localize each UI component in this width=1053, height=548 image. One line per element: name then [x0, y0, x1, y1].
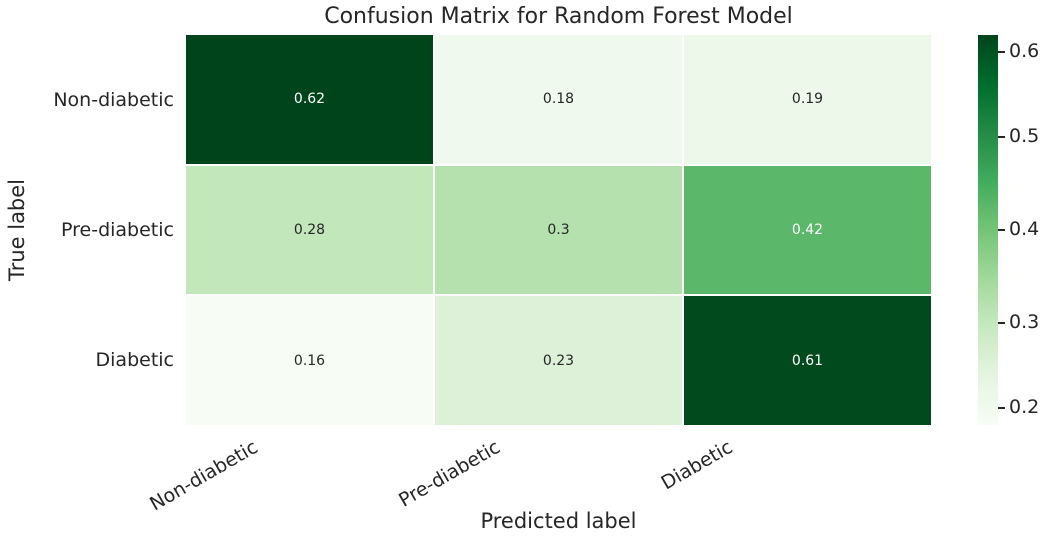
xtick-label-pre-diabetic: Pre-diabetic: [395, 436, 504, 512]
ytick-label-pre-diabetic: Pre-diabetic: [61, 219, 174, 241]
colorbar-tick-label: 0.5: [1009, 125, 1040, 147]
heatmap-cell-r1c1: 0.3: [435, 165, 682, 295]
ytick-label-diabetic: Diabetic: [95, 349, 174, 371]
colorbar-tick-mark: [998, 407, 1005, 409]
ytick-label-non-diabetic: Non-diabetic: [53, 89, 174, 111]
colorbar-tick-label: 0.4: [1009, 218, 1040, 240]
heatmap-cell-r0c0: 0.62: [186, 35, 433, 164]
colorbar-tick-mark: [998, 51, 1005, 53]
heatmap-cell-r1c2: 0.42: [684, 165, 931, 295]
heatmap-cell-r2c1: 0.23: [435, 296, 682, 425]
colorbar-gradient: [978, 35, 998, 425]
heatmap-cell-r2c2: 0.61: [684, 296, 931, 425]
heatmap-cell-r2c0: 0.16: [186, 296, 433, 425]
heatmap-grid: 0.62 0.18 0.19 0.28 0.3 0.42 0.16 0.23 0…: [186, 35, 931, 425]
colorbar-tick-mark: [998, 136, 1005, 138]
xtick-label-non-diabetic: Non-diabetic: [146, 436, 262, 516]
x-axis-title: Predicted label: [480, 509, 637, 533]
colorbar-tick-mark: [998, 322, 1005, 324]
heatmap-cell-r0c2: 0.19: [684, 35, 931, 164]
colorbar-tick-mark: [998, 229, 1005, 231]
colorbar-tick-label: 0.6: [1009, 40, 1040, 62]
y-axis-title: True label: [5, 178, 29, 282]
xtick-label-diabetic: Diabetic: [657, 436, 736, 495]
chart-title: Confusion Matrix for Random Forest Model: [324, 4, 793, 29]
colorbar-tick-label: 0.3: [1009, 311, 1040, 333]
heatmap-cell-r0c1: 0.18: [435, 35, 682, 164]
colorbar-tick-label: 0.2: [1009, 396, 1040, 418]
heatmap-cell-r1c0: 0.28: [186, 165, 433, 295]
